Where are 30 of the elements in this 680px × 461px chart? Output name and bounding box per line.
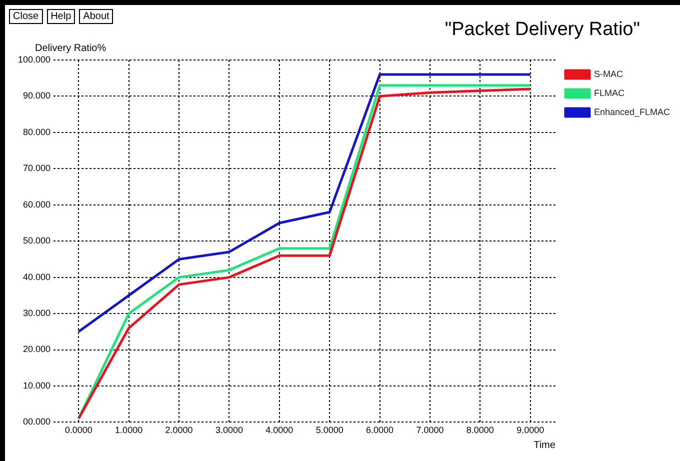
x-tick-label: 0.0000: [64, 425, 92, 436]
y-tick-label: 60.000: [23, 199, 51, 210]
x-tick-label: 9.0000: [516, 425, 544, 436]
text: About: [79, 9, 114, 24]
x-tick-label: 5.0000: [316, 425, 344, 436]
y-tick-label: 90.000: [23, 90, 51, 101]
y-tick-label: 30.000: [23, 308, 51, 318]
legend-label: FLMAC: [594, 88, 625, 98]
y-tick-label: 70.000: [23, 163, 51, 174]
text: Close: [9, 9, 43, 24]
x-tick-label: 4.0000: [266, 425, 294, 436]
y-tick-label: 20.000: [23, 344, 51, 354]
y-tick-label: 100.000: [18, 54, 51, 64]
x-tick-label: 7.0000: [416, 425, 444, 436]
x-tick-label: 8.0000: [466, 425, 494, 436]
y-axis-title: Delivery Ratio%: [35, 43, 106, 54]
legend-label: S-MAC: [594, 68, 624, 79]
y-tick-label: 10.000: [23, 380, 51, 390]
y-tick-label: 00.000: [23, 416, 51, 427]
y-tick-label: 50.000: [23, 236, 51, 246]
x-tick-label: 2.0000: [165, 425, 193, 436]
legend-label: Enhanced_FLMAC: [594, 106, 670, 117]
text: Help: [46, 9, 76, 24]
y-tick-label: 40.000: [23, 272, 51, 282]
chart-title: "Packet Delivery Ratio": [444, 19, 640, 41]
x-tick-label: 6.0000: [366, 425, 394, 436]
x-axis-title: Time: [534, 440, 556, 451]
x-tick-label: 3.0000: [215, 425, 243, 436]
y-tick-label: 80.000: [23, 126, 51, 137]
x-tick-label: 1.0000: [115, 425, 143, 436]
